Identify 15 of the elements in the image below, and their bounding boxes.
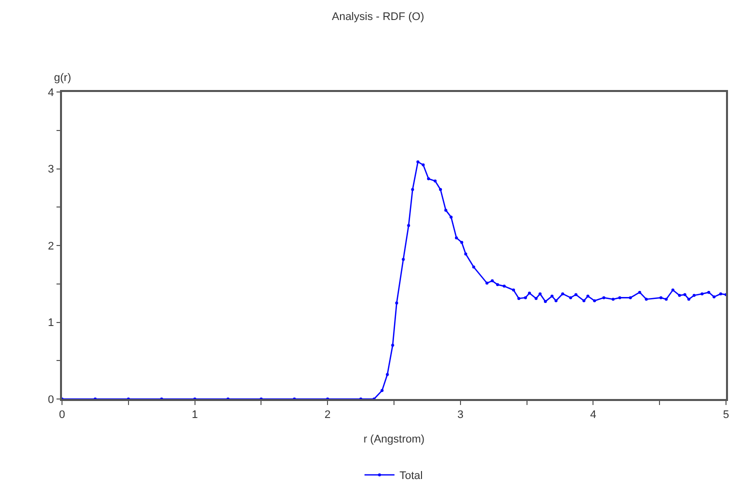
x-tick-label: 3 bbox=[457, 408, 464, 421]
y-tick-label: 3 bbox=[48, 164, 54, 176]
x-tick-label: 0 bbox=[58, 408, 66, 421]
x-tick-label: 4 bbox=[590, 408, 596, 421]
x-tick-label: 1 bbox=[192, 408, 198, 421]
x-axis-title: r (Angstrom) bbox=[363, 434, 425, 446]
x-tick-label: 5 bbox=[722, 408, 730, 421]
y-tick-label: 4 bbox=[48, 86, 54, 99]
y-tick-label: 2 bbox=[48, 240, 54, 252]
legend-label: Total bbox=[400, 470, 423, 482]
y-tick-label: 0 bbox=[48, 394, 54, 406]
y-axis-title: g(r) bbox=[54, 72, 72, 84]
y-tick-label: 1 bbox=[48, 317, 54, 330]
x-tick-label: 2 bbox=[324, 408, 331, 421]
chart-title: Analysis - RDF (O) bbox=[332, 11, 424, 24]
